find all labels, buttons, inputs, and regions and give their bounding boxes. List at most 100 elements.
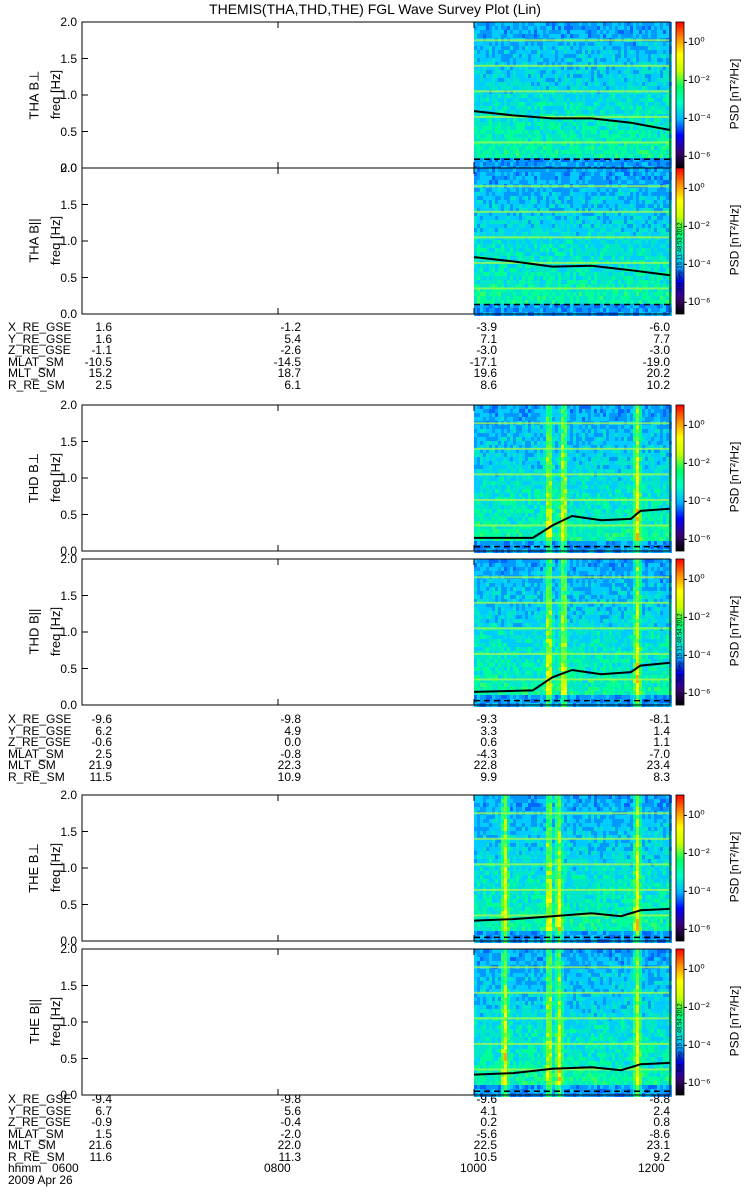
colorbar-tick-label: 10⁻²	[688, 220, 710, 233]
panel-ylabel-unit: freq [Hz]	[47, 606, 63, 657]
ephemeris-label: MLT_SM	[8, 1138, 56, 1152]
y-tick-label: 0.5	[60, 1051, 77, 1066]
ephemeris-value: 23.4	[646, 758, 670, 772]
x-tick-label: 0600	[52, 1161, 79, 1175]
ephemeris-value: 1.1	[653, 735, 670, 749]
colorbar-tick-label: 10⁻⁶	[688, 533, 711, 546]
ephemeris-value: 3.3	[480, 723, 497, 738]
ephemeris-value: 0.0	[284, 735, 301, 749]
trace-line	[473, 110, 671, 131]
ephemeris-value: 1.6	[95, 331, 112, 346]
ephemeris-value: -1.1	[91, 343, 112, 357]
panel-4	[81, 794, 687, 943]
panel-ylabel: THD B⊥	[26, 452, 42, 504]
colorbar	[675, 948, 685, 1096]
ephemeris-label: MLAT_SM	[8, 354, 64, 369]
colorbar-tick-label: 10⁰	[688, 963, 705, 976]
ephemeris-value: 1.6	[95, 320, 112, 334]
panel-ylabel-unit: freq [Hz]	[47, 215, 63, 266]
ephemeris-value: 22.8	[473, 758, 497, 772]
ephemeris-value: 20.2	[646, 366, 670, 380]
ephemeris-value: 1.4	[653, 723, 670, 738]
y-tick-label: 2.0	[60, 788, 77, 802]
ephemeris-value: 11.5	[89, 769, 112, 784]
ephemeris-value: -3.0	[649, 343, 670, 357]
y-tick-label: 2.0	[60, 161, 77, 175]
colorbar-tick-label: 10⁻²	[688, 847, 710, 860]
ephemeris-value: 21.6	[88, 1138, 112, 1152]
colorbar-tick-label: 10⁰	[688, 36, 705, 49]
ephemeris-value: 8.3	[653, 769, 670, 784]
y-tick-label: 0.5	[60, 661, 77, 676]
colorbar-tick-label: 10⁻⁴	[688, 1039, 711, 1052]
ephemeris-label: R_RE_SM	[8, 769, 65, 784]
panel-3	[81, 558, 687, 707]
colorbar-tick-label: 10⁰	[688, 809, 705, 822]
ephemeris-value: -9.8	[280, 712, 301, 726]
panel-ylabel-unit: freq [Hz]	[47, 452, 63, 503]
ephemeris-value: 5.6	[284, 1103, 301, 1118]
y-tick-label: 1.0	[60, 1015, 77, 1029]
ephemeris-label: X_RE_GSE	[8, 320, 72, 334]
ephemeris-value: 8.6	[480, 377, 497, 392]
ephemeris-value: 22.0	[277, 1138, 301, 1152]
ephemeris-label: Y_RE_GSE	[8, 331, 72, 346]
ephemeris-value: 6.2	[95, 723, 112, 738]
panel-2	[81, 404, 687, 553]
ephemeris-value: 9.2	[653, 1149, 670, 1164]
ephemeris-label: X_RE_GSE	[8, 712, 72, 726]
y-tick-label: 1.0	[60, 625, 77, 639]
ephemeris-label: MLT_SM	[8, 366, 56, 380]
ephemeris-value: -4.3	[476, 746, 497, 761]
colorbar	[675, 404, 685, 552]
ephemeris-value: 21.9	[88, 758, 112, 772]
colorbar-tick-label: 10⁻⁶	[688, 1077, 711, 1090]
ephemeris-value: -5.6	[476, 1126, 497, 1141]
y-tick-label: 0.5	[60, 270, 77, 285]
ephemeris-value: -8.8	[649, 1092, 670, 1106]
ephemeris-value: 1.5	[95, 1126, 112, 1141]
colorbar-tick-label: 10⁰	[688, 573, 705, 586]
ephemeris-value: 6.1	[284, 377, 301, 392]
colorbar-tick-label: 10⁻²	[688, 74, 710, 87]
y-tick-label: 1.5	[60, 51, 77, 66]
ephemeris-value: 7.1	[480, 331, 497, 346]
ephemeris-value: 9.9	[480, 769, 497, 784]
ephemeris-value: -9.6	[91, 712, 112, 726]
ephemeris-label: MLAT_SM	[8, 746, 64, 761]
ephemeris-value: -0.8	[280, 746, 301, 761]
y-tick-label: 1.5	[60, 197, 77, 212]
colorbar	[675, 21, 685, 169]
y-tick-label: 0.0	[60, 934, 77, 948]
ephemeris-value: -3.9	[476, 320, 497, 334]
ephemeris-value: 10.9	[277, 769, 301, 784]
ephemeris-value: 10.2	[646, 377, 670, 392]
trace-line	[474, 507, 671, 539]
trace-line	[473, 1061, 671, 1076]
panel-0	[81, 21, 687, 170]
ephemeris-value: 2.5	[95, 377, 112, 392]
ephemeris-value: 6.7	[95, 1103, 112, 1118]
colorbar-tick-label: 10⁻⁶	[688, 296, 711, 309]
colorbar-tick-label: 10⁻⁴	[688, 112, 711, 125]
ephemeris-value: -2.0	[280, 1126, 301, 1141]
chart-title: THEMIS(THA,THD,THE) FGL Wave Survey Plot…	[209, 1, 541, 17]
colorbar-tick-label: 10⁻⁶	[688, 687, 711, 700]
y-tick-label: 1.0	[60, 471, 77, 485]
ephemeris-value: -14.5	[273, 354, 301, 369]
colorbar-tick-label: 10⁻²	[688, 611, 710, 624]
x-tick-label: 1000	[460, 1161, 487, 1175]
colorbar-tick-label: 10⁻⁴	[688, 649, 711, 662]
ephemeris-value: -0.6	[91, 735, 112, 749]
ephemeris-value: 22.3	[277, 758, 301, 772]
timestamp-stamp: Sat Sep 15 11:48:54 2012	[677, 613, 684, 683]
y-tick-label: 1.5	[60, 978, 77, 993]
ephemeris-value: -3.0	[476, 343, 497, 357]
y-tick-label: 1.5	[60, 434, 77, 449]
colorbar-tick-label: 10⁻²	[688, 1001, 710, 1014]
colorbar	[675, 794, 685, 942]
ephemeris-value: 2.4	[653, 1103, 670, 1118]
panel-5	[81, 948, 687, 1097]
ephemeris-label: Z_RE_GSE	[8, 1115, 71, 1129]
